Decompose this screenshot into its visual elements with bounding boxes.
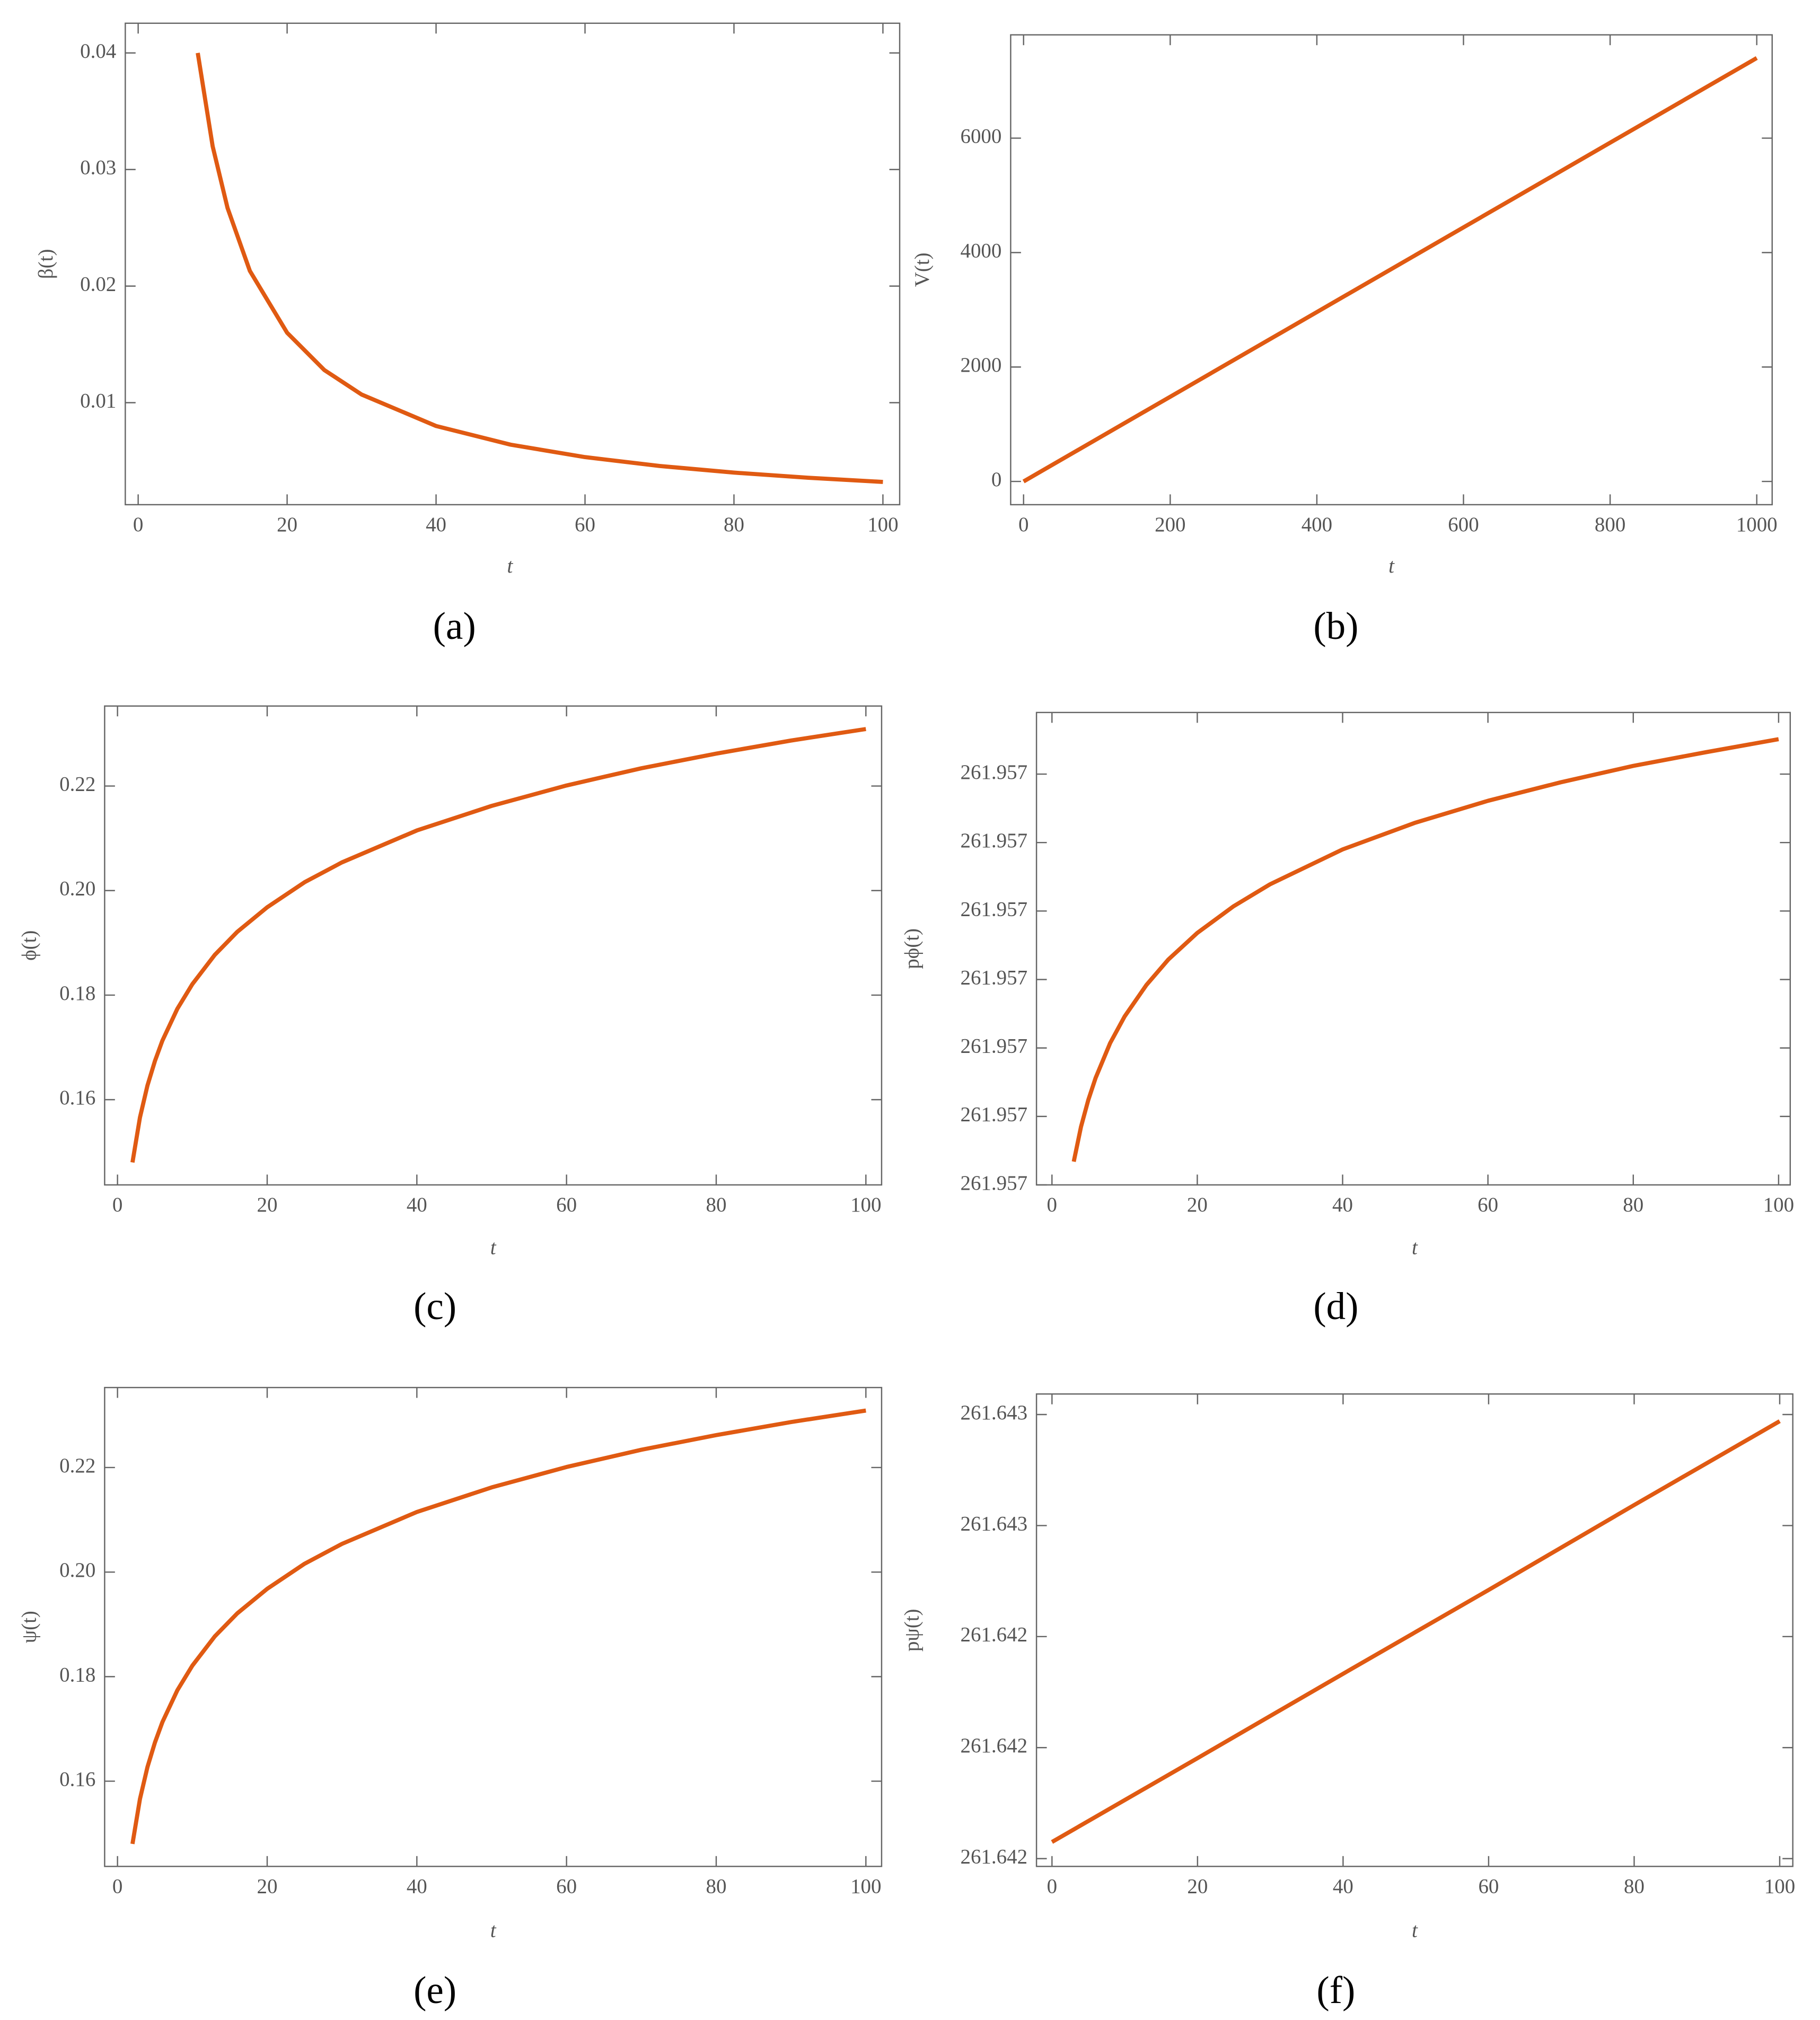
x-tick-label: 100 xyxy=(1764,1875,1795,1898)
y-tick-label: 261.643 xyxy=(960,1401,1027,1424)
x-axis-label: t xyxy=(1388,555,1395,577)
x-tick-label: 60 xyxy=(556,1193,577,1216)
x-tick-label: 60 xyxy=(1478,1193,1498,1216)
x-tick-label: 40 xyxy=(1332,1193,1353,1216)
data-line xyxy=(1022,56,1758,484)
data-line xyxy=(1071,737,1779,1162)
plot-frame xyxy=(1035,1393,1793,1867)
data-line xyxy=(130,727,866,1163)
x-tick-label: 80 xyxy=(1624,1875,1645,1898)
x-tick-label: 100 xyxy=(850,1193,881,1216)
y-tick-label: 0.22 xyxy=(59,1454,95,1477)
y-tick-label: 0.20 xyxy=(59,1559,95,1582)
plot-frame xyxy=(104,1386,883,1867)
caption: (e) xyxy=(414,1969,456,2012)
y-tick-label: 0.16 xyxy=(59,1768,95,1791)
caption: (f) xyxy=(1316,1969,1355,2012)
x-axis-label: t xyxy=(490,1236,497,1259)
y-tick-label: 0.01 xyxy=(80,389,116,412)
x-tick-label: 100 xyxy=(1763,1193,1794,1216)
y-tick-label: 0.20 xyxy=(59,877,95,900)
y-tick-label: 0.16 xyxy=(59,1086,95,1109)
x-tick-label: 60 xyxy=(556,1875,577,1898)
x-tick-label: 0 xyxy=(1047,1193,1057,1216)
x-tick-label: 1000 xyxy=(1736,513,1778,536)
x-axis-label: t xyxy=(1412,1919,1418,1942)
y-tick-label: 261.957 xyxy=(960,898,1027,920)
data-line xyxy=(130,1408,866,1845)
y-tick-label: 0.18 xyxy=(59,1663,95,1686)
data-line xyxy=(1051,1419,1781,1844)
y-tick-label: 4000 xyxy=(960,239,1001,262)
y-axis-label: pψ(t) xyxy=(901,1609,924,1652)
x-tick-label: 20 xyxy=(257,1193,278,1216)
y-axis-label: ϕ(t) xyxy=(18,930,41,961)
x-axis-label: t xyxy=(490,1919,497,1942)
y-tick-label: 0 xyxy=(991,468,1001,491)
plot-frame xyxy=(104,705,883,1186)
y-tick-label: 261.957 xyxy=(960,761,1027,784)
y-tick-label: 0.22 xyxy=(59,772,95,795)
x-tick-label: 80 xyxy=(706,1875,726,1898)
x-tick-label: 0 xyxy=(112,1193,122,1216)
x-tick-label: 800 xyxy=(1595,513,1625,536)
y-tick-label: 261.957 xyxy=(960,1172,1027,1195)
y-axis-label: β(t) xyxy=(34,249,57,279)
x-tick-label: 100 xyxy=(867,513,898,536)
y-tick-label: 2000 xyxy=(960,354,1001,376)
y-tick-label: 261.957 xyxy=(960,829,1027,852)
x-axis-label: t xyxy=(507,555,513,577)
plot-frame xyxy=(1010,34,1773,506)
y-axis-label: ψ(t) xyxy=(18,1611,41,1643)
x-tick-label: 600 xyxy=(1448,513,1479,536)
plot-frame xyxy=(125,22,901,506)
y-tick-label: 261.642 xyxy=(960,1623,1027,1646)
x-tick-label: 80 xyxy=(724,513,744,536)
caption: (d) xyxy=(1313,1285,1358,1328)
x-tick-label: 100 xyxy=(850,1875,881,1898)
x-tick-label: 60 xyxy=(1478,1875,1499,1898)
y-axis-label: V(t) xyxy=(911,252,934,287)
y-tick-label: 261.642 xyxy=(960,1846,1027,1868)
y-tick-label: 261.642 xyxy=(960,1734,1027,1757)
caption: (a) xyxy=(433,604,476,647)
x-axis-label: t xyxy=(1412,1236,1418,1259)
y-tick-label: 261.957 xyxy=(960,1035,1027,1058)
y-tick-label: 261.957 xyxy=(960,966,1027,989)
y-tick-label: 6000 xyxy=(960,125,1001,147)
y-tick-label: 261.957 xyxy=(960,1103,1027,1126)
x-tick-label: 40 xyxy=(407,1193,427,1216)
x-tick-label: 20 xyxy=(1187,1193,1208,1216)
x-tick-label: 200 xyxy=(1155,513,1185,536)
x-tick-label: 0 xyxy=(112,1875,122,1898)
x-tick-label: 40 xyxy=(407,1875,427,1898)
x-tick-label: 0 xyxy=(133,513,143,536)
y-tick-label: 0.03 xyxy=(80,156,116,179)
x-tick-label: 40 xyxy=(1333,1875,1353,1898)
x-tick-label: 400 xyxy=(1302,513,1332,536)
caption: (b) xyxy=(1313,604,1358,647)
x-tick-label: 0 xyxy=(1018,513,1028,536)
plot-frame xyxy=(1035,712,1791,1186)
data-line xyxy=(196,52,883,484)
y-tick-label: 0.02 xyxy=(80,273,116,296)
x-tick-label: 20 xyxy=(257,1875,278,1898)
x-tick-label: 80 xyxy=(1623,1193,1643,1216)
y-axis-label: pϕ(t) xyxy=(901,928,924,969)
caption: (c) xyxy=(414,1285,456,1328)
x-tick-label: 60 xyxy=(575,513,595,536)
x-tick-label: 80 xyxy=(706,1193,726,1216)
y-tick-label: 261.643 xyxy=(960,1512,1027,1535)
x-tick-label: 20 xyxy=(1187,1875,1208,1898)
x-tick-label: 20 xyxy=(277,513,297,536)
y-tick-label: 0.18 xyxy=(59,982,95,1005)
y-tick-label: 0.04 xyxy=(80,40,116,63)
x-tick-label: 40 xyxy=(426,513,446,536)
x-tick-label: 0 xyxy=(1047,1875,1057,1898)
